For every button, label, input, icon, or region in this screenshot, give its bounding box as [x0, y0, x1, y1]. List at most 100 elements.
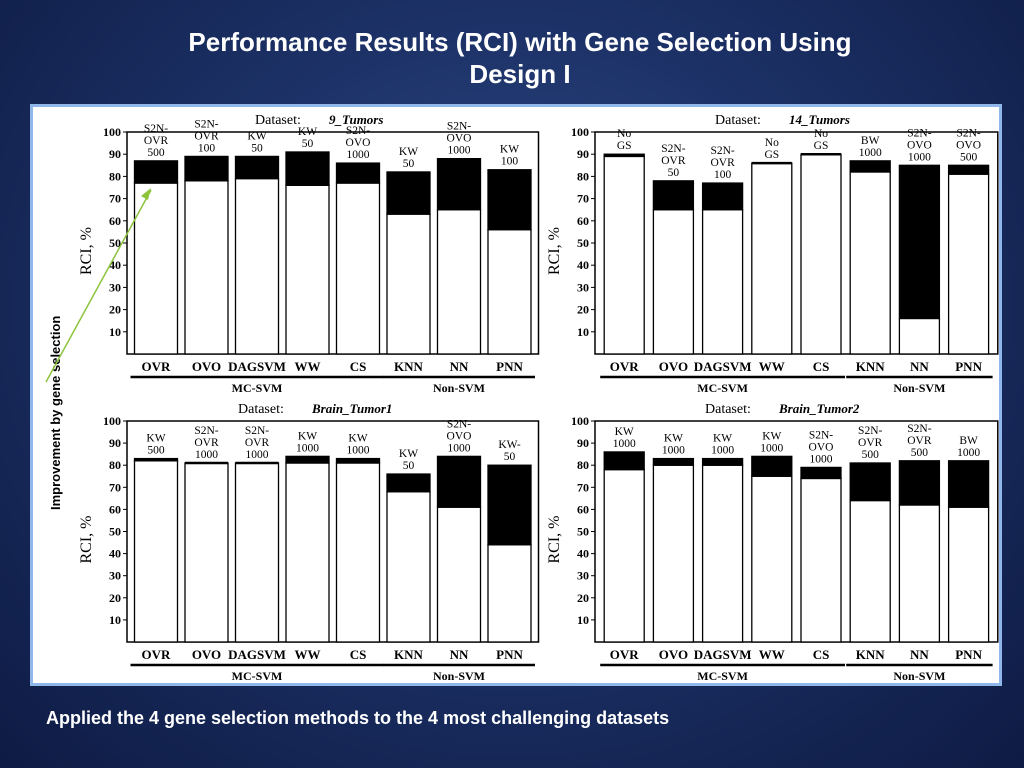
y-tick-label: 10 [577, 613, 589, 627]
bar-label: OVO [809, 441, 834, 453]
category-label: CS [350, 359, 367, 374]
bar-label: 500 [911, 447, 929, 459]
annotation-container: Improvement by gene selection [12, 258, 72, 512]
bar-label: KW [664, 433, 683, 445]
bar-label: 1000 [957, 447, 980, 459]
bar-base [849, 171, 891, 355]
bar-label: 500 [147, 147, 165, 159]
bar-label: BW [959, 435, 978, 447]
group-label: Non-SVM [893, 381, 945, 395]
y-axis-label: RCI, % [78, 516, 95, 564]
bar-improvement [947, 164, 990, 175]
bar-label: OVO [907, 139, 932, 151]
bar-label: 50 [668, 167, 680, 179]
bar-base [487, 544, 532, 643]
bar-base [603, 468, 645, 643]
y-tick-label: 60 [109, 214, 121, 228]
bar-base [751, 162, 793, 355]
bar-base [701, 209, 744, 355]
bar-label: 1000 [613, 438, 636, 450]
bar-improvement [184, 155, 229, 182]
bar-base [234, 462, 280, 643]
dataset-label: Dataset: [255, 113, 301, 128]
bar-base [898, 504, 941, 643]
bar-label: S2N- [956, 127, 980, 139]
category-label: OVR [142, 647, 172, 662]
bar-label: 1000 [448, 145, 471, 157]
y-tick-label: 100 [103, 414, 121, 428]
bar-label: 1000 [662, 445, 685, 457]
bar-label: 100 [714, 169, 732, 181]
dataset-label: Dataset: [715, 113, 761, 128]
chart-2: Dataset: Brain_Tumor1 10 20 30 40 50 60 70 80 90 10… [78, 401, 540, 683]
bar-base [184, 180, 229, 355]
category-label: OVR [142, 359, 172, 374]
y-tick-label: 80 [577, 458, 589, 472]
y-tick-label: 40 [109, 547, 121, 561]
y-tick-label: 90 [577, 147, 589, 161]
bar-label: KW [247, 130, 266, 142]
y-tick-label: 70 [577, 480, 589, 494]
bar-label: 1000 [448, 442, 471, 454]
bar-improvement [386, 171, 431, 215]
chart-1: Dataset: 14_Tumors 10 20 30 40 50 60 70 80 90 100 RC… [546, 112, 999, 395]
bar-base [701, 464, 744, 643]
bar-label: S2N- [194, 118, 218, 130]
category-label: KNN [856, 359, 886, 374]
y-tick-label: 30 [577, 569, 589, 583]
category-label: OVO [659, 647, 688, 662]
y-tick-label: 90 [577, 436, 589, 450]
bar-base [898, 317, 941, 355]
bar-label: No [765, 137, 779, 149]
bar-label: BW [861, 135, 880, 147]
bar-label: 1000 [908, 151, 931, 163]
bar-label: S2N- [144, 123, 168, 135]
bar-label: OVO [346, 137, 371, 149]
bar-improvement [285, 151, 330, 186]
bar-base [436, 506, 482, 643]
y-tick-label: 40 [109, 258, 121, 272]
category-label: WW [295, 359, 321, 374]
bar-base [133, 182, 179, 355]
bar-label: OVO [447, 133, 472, 145]
category-label: OVR [610, 647, 640, 662]
bar-base [800, 153, 842, 355]
bar-label: KW [348, 433, 367, 445]
bar-base [285, 184, 330, 355]
bar-label: GS [814, 140, 829, 152]
bar-label: 1000 [347, 149, 370, 161]
y-tick-label: 20 [577, 591, 589, 605]
category-label: DAGSVM [694, 359, 752, 374]
y-tick-label: 60 [577, 214, 589, 228]
y-tick-label: 70 [577, 192, 589, 206]
y-tick-label: 30 [109, 569, 121, 583]
y-axis-label: RCI, % [546, 516, 563, 564]
bar-label: OVO [447, 430, 472, 442]
bar-label: S2N- [809, 429, 833, 441]
bar-label: OVR [710, 157, 735, 169]
category-label: KNN [394, 647, 424, 662]
bar-base [386, 491, 431, 643]
bar-label: 1000 [859, 147, 882, 159]
bar-improvement [436, 157, 482, 211]
bar-label: S2N- [447, 121, 471, 133]
annotation-svg: Improvement by gene selection [48, 316, 63, 510]
bar-improvement [487, 169, 532, 231]
category-label: WW [759, 359, 785, 374]
bar-label: KW [399, 146, 418, 158]
y-tick-label: 40 [577, 258, 589, 272]
bar-improvement [701, 457, 744, 466]
category-label: PNN [955, 359, 982, 374]
bar-base [133, 460, 179, 643]
bar-base [603, 155, 645, 355]
bar-improvement [133, 160, 179, 184]
bar-label: 1000 [195, 449, 218, 461]
group-label: Non-SVM [433, 669, 485, 683]
bar-base [335, 182, 381, 355]
category-label: KNN [394, 359, 424, 374]
bar-improvement [849, 160, 891, 173]
group-label: MC-SVM [232, 381, 283, 395]
bar-improvement [751, 455, 793, 477]
group-label: Non-SVM [433, 381, 485, 395]
y-tick-label: 100 [571, 125, 589, 139]
